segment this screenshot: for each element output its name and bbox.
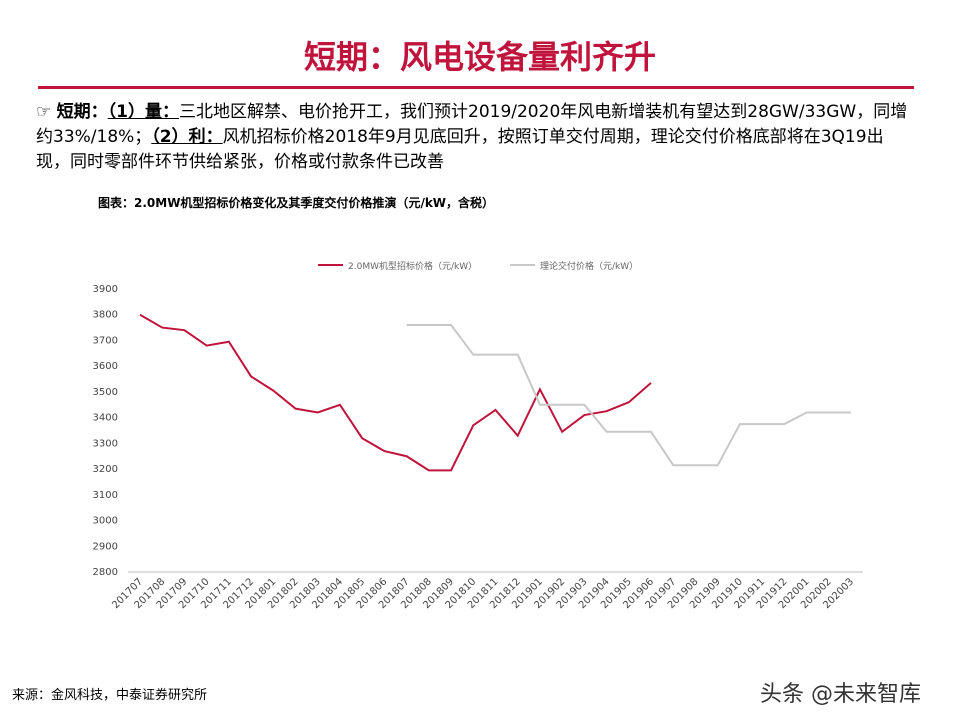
y-tick-label: 3700 [93,335,118,346]
source: 来源：金风科技，中泰证券研究所 [12,688,208,703]
series-line [139,313,652,472]
bullet-head: （1）量： [107,102,179,122]
y-tick-label: 3100 [93,490,118,501]
y-tick-label: 2900 [93,541,118,552]
y-tick-label: 3400 [93,413,118,424]
y-tick-label: 3800 [93,310,118,321]
y-tick-label: 3000 [93,516,118,527]
y-tick-label: 3500 [93,387,118,398]
bullet-lead: 短期： [56,102,108,122]
legend-label: 2.0MW机型招标价格（元/kW） [348,260,477,272]
watermark: 头条 @未来智库 [760,682,921,707]
bullet-head: （2）利： [151,127,223,147]
y-tick-label: 3200 [93,464,118,475]
y-tick-label: 3600 [93,361,118,372]
bullet-body: 三北地区解禁、电价抢开工，我们预计2019/2020年风电新增装机有望达到28G… [36,102,908,147]
y-tick-label: 3300 [93,438,118,449]
series-line [406,324,851,467]
y-tick-label: 2800 [93,567,118,578]
bullet-body: 风机招标价格2018年9月见底回升，按照订单交付周期，理论交付价格底部将在3Q1… [36,127,884,172]
chart-title: 图表：2.0MW机型招标价格变化及其季度交付价格推演（元/kW，含税） [98,195,494,210]
bullet-text: ☞ 短期：（1）量：三北地区解禁、电价抢开工，我们预计2019/2020年风电新… [36,102,908,172]
slide-title: 短期：风电设备量利齐升 [303,38,656,76]
y-tick-label: 3900 [93,284,118,295]
title-rule [38,86,914,89]
legend-label: 理论交付价格（元/kW） [540,260,638,272]
